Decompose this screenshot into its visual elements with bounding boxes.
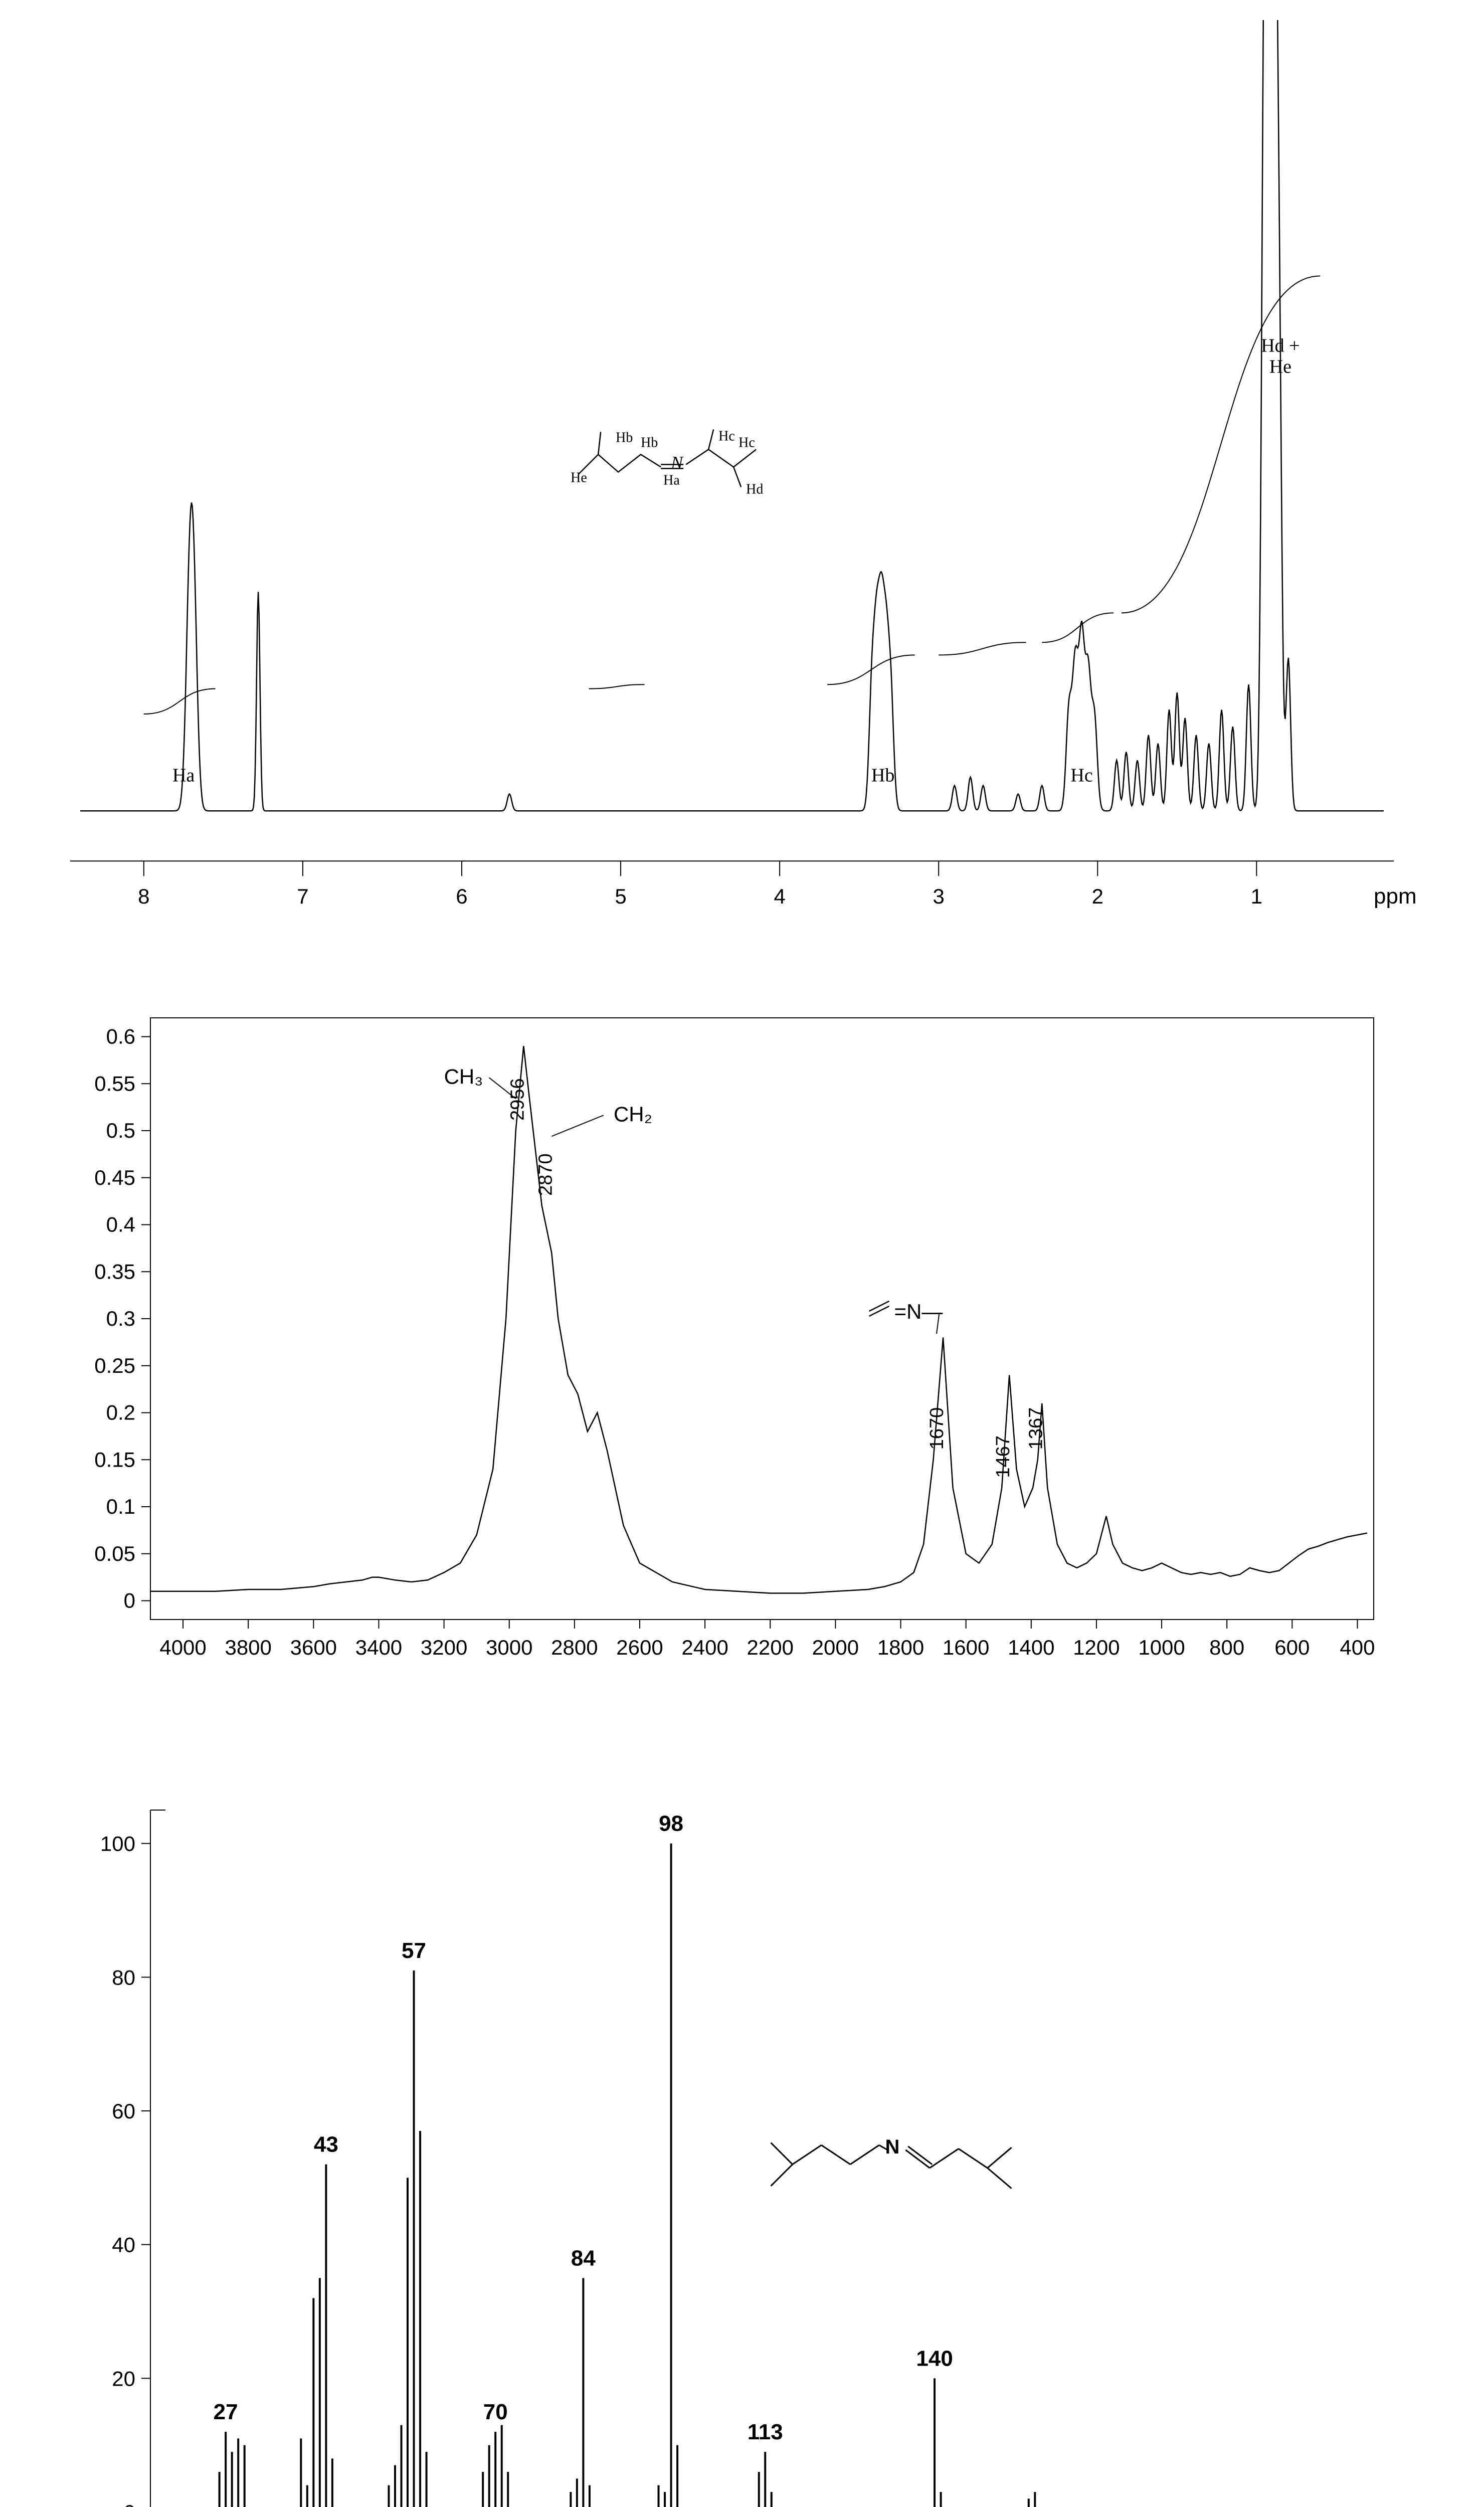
svg-text:40: 40 <box>112 2233 135 2257</box>
svg-text:3: 3 <box>933 884 945 908</box>
svg-text:2870: 2870 <box>535 1153 556 1196</box>
ms-svg: 0204060801005010015020027435770849811314… <box>20 1780 1424 2507</box>
svg-text:3400: 3400 <box>355 1636 402 1659</box>
svg-text:3800: 3800 <box>225 1636 271 1659</box>
ms-spectrum-panel: 0204060801005010015020027435770849811314… <box>20 1780 1464 2507</box>
svg-text:57: 57 <box>402 1938 426 1963</box>
nmr-spectrum-panel: 87654321ppmHaHbHcHd +He NHbHbHcHcHdHeHa <box>20 20 1464 948</box>
svg-text:1467: 1467 <box>993 1436 1014 1478</box>
svg-text:140: 140 <box>916 2346 953 2371</box>
svg-text:27: 27 <box>214 2400 238 2424</box>
svg-text:0.35: 0.35 <box>94 1260 135 1283</box>
svg-text:He: He <box>1269 356 1291 378</box>
svg-text:1400: 1400 <box>1008 1636 1054 1659</box>
svg-text:Hb: Hb <box>641 435 658 450</box>
svg-text:6: 6 <box>456 884 467 908</box>
svg-text:4000: 4000 <box>159 1636 206 1659</box>
svg-text:20: 20 <box>112 2367 135 2390</box>
svg-text:43: 43 <box>314 2132 338 2157</box>
svg-text:1670: 1670 <box>926 1407 948 1450</box>
svg-text:N: N <box>670 452 684 472</box>
svg-text:3000: 3000 <box>486 1636 532 1659</box>
svg-text:2400: 2400 <box>681 1636 728 1659</box>
svg-text:2: 2 <box>1092 884 1103 908</box>
svg-text:Hd +: Hd + <box>1261 335 1300 356</box>
svg-text:84: 84 <box>571 2246 596 2270</box>
ir-spectrum-panel: 0 0.05 0.1 0.15 0.2 0.25 0.3 0.35 0.4 0.45 0.5 0.55… <box>20 988 1464 1740</box>
svg-text:Ha: Ha <box>172 765 195 786</box>
svg-text:0.05: 0.05 <box>94 1542 135 1565</box>
svg-text:0: 0 <box>124 1589 135 1613</box>
svg-text:CH₂: CH₂ <box>614 1102 652 1126</box>
svg-text:3200: 3200 <box>421 1636 467 1659</box>
svg-text:60: 60 <box>112 2099 135 2123</box>
svg-text:0.25: 0.25 <box>94 1354 135 1377</box>
svg-text:1600: 1600 <box>943 1636 989 1659</box>
svg-text:Hb: Hb <box>616 430 633 445</box>
svg-text:Hc: Hc <box>718 428 735 444</box>
svg-text:0: 0 <box>124 2500 135 2507</box>
svg-text:0.6: 0.6 <box>106 1025 135 1048</box>
svg-text:2600: 2600 <box>616 1636 663 1659</box>
svg-text:1800: 1800 <box>877 1636 924 1659</box>
svg-text:0.45: 0.45 <box>94 1166 135 1189</box>
svg-text:ppm: ppm <box>1374 884 1417 909</box>
svg-text:7: 7 <box>297 884 308 908</box>
svg-text:2800: 2800 <box>551 1636 598 1659</box>
svg-text:113: 113 <box>748 2420 783 2444</box>
svg-text:4: 4 <box>774 884 785 908</box>
svg-text:Ha: Ha <box>663 472 680 488</box>
svg-text:1200: 1200 <box>1073 1636 1120 1659</box>
svg-text:He: He <box>571 470 587 485</box>
svg-text:2956: 2956 <box>507 1078 528 1121</box>
svg-text:0.55: 0.55 <box>94 1071 135 1095</box>
svg-text:0.15: 0.15 <box>94 1448 135 1471</box>
svg-text:Hd: Hd <box>746 481 763 497</box>
svg-text:2000: 2000 <box>812 1636 859 1659</box>
svg-text:Hb: Hb <box>871 765 894 786</box>
svg-text:80: 80 <box>112 1965 135 1989</box>
svg-text:98: 98 <box>659 1812 683 1836</box>
svg-text:600: 600 <box>1274 1636 1310 1659</box>
svg-text:0.1: 0.1 <box>106 1495 135 1518</box>
nmr-svg: 87654321ppmHaHbHcHd +He NHbHbHcHcHdHeHa <box>20 20 1424 948</box>
svg-text:0.2: 0.2 <box>106 1401 135 1424</box>
svg-text:Hc: Hc <box>738 435 755 450</box>
svg-text:1000: 1000 <box>1138 1636 1185 1659</box>
nmr-molecule-sketch: N Hb Hb HcHc Hd He Ha <box>571 428 763 497</box>
svg-text:N: N <box>885 2136 899 2158</box>
ir-svg: 0 0.05 0.1 0.15 0.2 0.25 0.3 0.35 0.4 0.45 0.5 0.55… <box>20 988 1424 1740</box>
svg-text:1367: 1367 <box>1025 1407 1046 1450</box>
svg-text:800: 800 <box>1209 1636 1244 1659</box>
svg-text:0.4: 0.4 <box>106 1213 135 1236</box>
ms-molecule-structure: N <box>771 2136 1012 2189</box>
svg-text:5: 5 <box>615 884 626 908</box>
svg-text:100: 100 <box>100 1832 135 1856</box>
svg-text:CH₃: CH₃ <box>444 1064 483 1088</box>
svg-text:70: 70 <box>483 2400 508 2424</box>
svg-text:400: 400 <box>1340 1636 1375 1659</box>
svg-text:2200: 2200 <box>747 1636 794 1659</box>
svg-text:0.3: 0.3 <box>106 1307 135 1330</box>
svg-text:3600: 3600 <box>290 1636 337 1659</box>
svg-text:8: 8 <box>138 884 149 908</box>
svg-text:Hc: Hc <box>1070 765 1092 786</box>
svg-text:1: 1 <box>1251 884 1262 908</box>
svg-text:0.5: 0.5 <box>106 1119 135 1142</box>
svg-text:=N—: =N— <box>894 1300 943 1323</box>
